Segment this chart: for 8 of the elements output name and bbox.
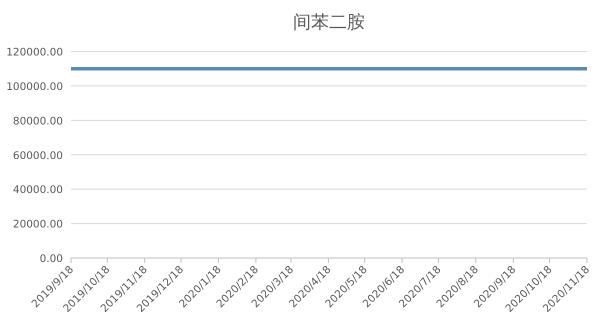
y-tick-label: 40000.00: [12, 184, 63, 196]
y-tick-label: 80000.00: [12, 115, 63, 128]
y-tick-label: 0.00: [40, 253, 63, 265]
chart-title: 间苯二胺: [293, 12, 365, 33]
y-tick-label: 120000.00: [6, 46, 63, 58]
y-tick-label: 20000.00: [12, 218, 63, 231]
y-tick-label: 60000.00: [12, 150, 63, 162]
y-tick-label: 100000.00: [6, 80, 63, 93]
